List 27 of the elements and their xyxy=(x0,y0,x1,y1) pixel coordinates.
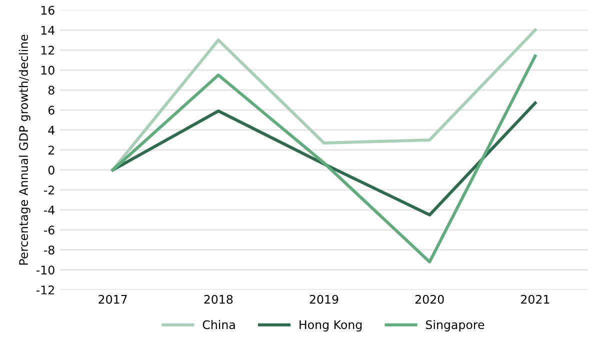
y-tick-label: -2 xyxy=(44,186,54,194)
y-tick-label: 16 xyxy=(41,6,54,15)
y-tick-label: 8 xyxy=(48,86,54,95)
line-series xyxy=(111,54,537,264)
y-axis-title: Percentage Annual GDP growth/decline xyxy=(18,34,30,265)
x-tick-label: 2019 xyxy=(310,294,338,304)
y-tick-label: 4 xyxy=(48,126,54,134)
y-tick-label: 14 xyxy=(41,26,54,35)
x-tick-label: 2017 xyxy=(98,294,127,304)
legend-label: China xyxy=(202,320,235,330)
y-tick-label: 6 xyxy=(48,106,54,115)
legend-label: Hong Kong xyxy=(300,320,362,332)
y-tick-label: -8 xyxy=(44,246,54,255)
line-series xyxy=(111,28,537,172)
y-tick-label: 10 xyxy=(41,66,54,75)
y-tick-label: -4 xyxy=(44,206,54,214)
x-tick-label: 2020 xyxy=(415,294,444,304)
x-tick-label: 2018 xyxy=(204,294,233,304)
y-tick-label: -10 xyxy=(36,266,54,274)
y-tick-label: 2 xyxy=(48,146,54,154)
y-tick-label: 12 xyxy=(41,46,54,55)
line-series xyxy=(111,101,537,216)
y-tick-label: 0 xyxy=(48,166,54,175)
y-tick-label: -6 xyxy=(44,226,54,235)
y-tick-label: -12 xyxy=(36,286,54,294)
legend-label: Singapore xyxy=(426,320,484,332)
x-tick-label: 2021 xyxy=(521,294,550,304)
